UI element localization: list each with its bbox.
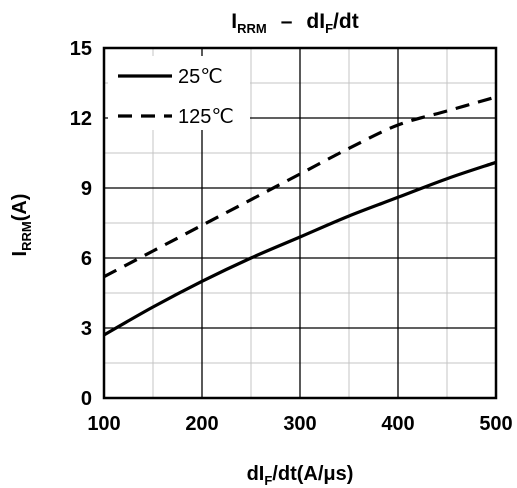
x-tick-label: 100: [87, 413, 120, 435]
x-tick-label: 400: [381, 413, 414, 435]
grid: [104, 48, 496, 398]
y-tick-label: 9: [81, 178, 92, 200]
x-tick-label: 300: [283, 413, 316, 435]
y-tick-label: 12: [70, 108, 92, 130]
series-line-1: [103, 95, 497, 279]
y-tick-label: 3: [81, 318, 92, 340]
series-layer: [103, 95, 497, 337]
y-tick-label: 0: [81, 388, 92, 410]
legend-label-25c: 25℃: [178, 66, 223, 88]
y-axis-label: IRRM(A): [9, 194, 34, 257]
y-tick-label: 6: [81, 248, 92, 270]
x-tick-label: 200: [185, 413, 218, 435]
tick-labels: 100 200 300 400 500 0 3 6 9 12 15: [70, 38, 513, 435]
y-tick-label: 15: [70, 38, 92, 60]
legend-box: [108, 56, 250, 130]
legend: 25℃ 125℃: [108, 56, 250, 130]
series-line-0: [103, 160, 497, 337]
legend-label-125c: 125℃: [178, 106, 234, 128]
x-tick-label: 500: [479, 413, 512, 435]
chart-title: IRRM – dIF/dt: [231, 10, 358, 36]
x-axis-label: dIF/dt(A/μs): [247, 463, 354, 488]
plot-frame: [102, 46, 498, 400]
